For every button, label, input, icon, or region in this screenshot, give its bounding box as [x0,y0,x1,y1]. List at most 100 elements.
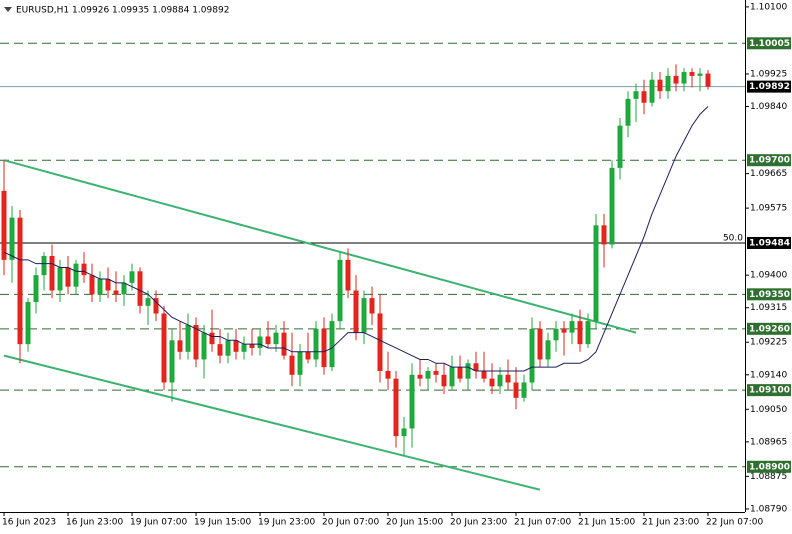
candle-body [177,340,183,352]
title-icon [4,7,12,12]
y-tick-label: 1.09400 [750,271,787,281]
candle-body [49,256,55,291]
y-tick-label: 1.08875 [750,472,787,482]
candle-body [225,340,231,356]
candle-body [297,351,303,375]
level-label: 1.09260 [749,324,790,334]
level-label-box [747,236,791,249]
moving-average [3,106,709,372]
candle-body [241,344,247,352]
candle-body [665,75,671,92]
candle-body [513,382,519,398]
candle-body [529,328,535,383]
candle-body [57,267,63,291]
level-label: 1.09484 [749,238,790,248]
candle-body [273,332,279,345]
level-label: 1.10005 [749,39,790,49]
x-tick-label: 22 Jun 07:00 [706,518,763,528]
candle-body [153,298,159,314]
candle-body [257,336,263,348]
candle-body [361,298,367,333]
x-tick-label: 21 Jun 07:00 [514,518,571,528]
x-tick-label: 20 Jun 07:00 [322,518,379,528]
candle-body [81,263,87,276]
y-tick-label: 1.09840 [750,102,787,112]
candle-body [377,313,383,371]
candle-body [25,301,31,345]
candle-body [321,328,327,368]
candle-body [209,332,215,345]
y-tick-label: 1.08965 [750,437,787,447]
level-label-box [747,322,791,335]
chart-title: EURUSD,H1 1.09926 1.09935 1.09884 1.0989… [16,6,229,16]
last-price-label: 1.09892 [749,82,790,92]
y-tick-label: 1.09665 [750,169,787,179]
candle-body [345,259,351,291]
x-tick-label: 19 Jun 07:00 [130,518,187,528]
candle-body [465,363,471,379]
candle-body [473,363,479,371]
candle-body [609,167,615,245]
candle-body [9,217,15,260]
x-tick-label: 21 Jun 15:00 [578,518,635,528]
candle-body [449,367,455,387]
y-tick-label: 1.09140 [750,370,787,380]
level-label-box [747,154,791,167]
x-tick-label: 16 Jun 2023 [2,518,56,528]
level-label-box [747,460,791,473]
candle-body [217,344,223,356]
candle-body [137,271,143,306]
candle-body [441,374,447,387]
candle-body [689,72,695,76]
y-tick-label: 1.09315 [750,303,787,313]
candle-body [649,79,655,103]
candle-body [569,321,575,333]
candle-body [265,336,271,345]
candle-body [393,378,399,437]
candle-body [305,351,311,360]
x-tick-label: 20 Jun 23:00 [450,518,507,528]
candle-body [561,328,567,333]
candle-body [201,332,207,360]
level-label: 1.08900 [749,462,790,472]
candle-body [625,98,631,126]
candle-body [425,370,431,379]
y-tick-label: 1.09225 [750,338,787,348]
candle-body [641,91,647,103]
candle-body [281,332,287,356]
candle-body [457,367,463,379]
candle-body [673,75,679,84]
candle-body [577,321,583,345]
candle-body [289,355,295,375]
candle-body [553,328,559,341]
candle-body [697,73,703,76]
candle-body [417,374,423,379]
x-tick-label: 16 Jun 23:00 [66,518,123,528]
candle-body [169,340,175,383]
y-tick-label: 1.09575 [750,204,787,214]
candle-body [97,278,103,295]
candle-body [33,275,39,302]
candle-body [657,79,663,92]
candle-body [481,370,487,379]
x-tick-label: 21 Jun 23:00 [642,518,699,528]
candle-body [161,313,167,383]
candle-body [489,378,495,387]
x-tick-label: 19 Jun 23:00 [258,518,315,528]
level-label-box [747,288,791,301]
candle-body [129,271,135,283]
candle-body [65,267,71,287]
candle-body [73,263,79,287]
candle-body [337,259,343,322]
candle-body [369,298,375,314]
candle-body [617,125,623,168]
candle-body [353,290,359,333]
trendline [3,159,637,334]
level-label-box [747,37,791,50]
candle-body [313,328,319,360]
candle-body [113,290,119,295]
y-tick-label: 1.09050 [750,405,787,415]
candle-body [433,370,439,375]
